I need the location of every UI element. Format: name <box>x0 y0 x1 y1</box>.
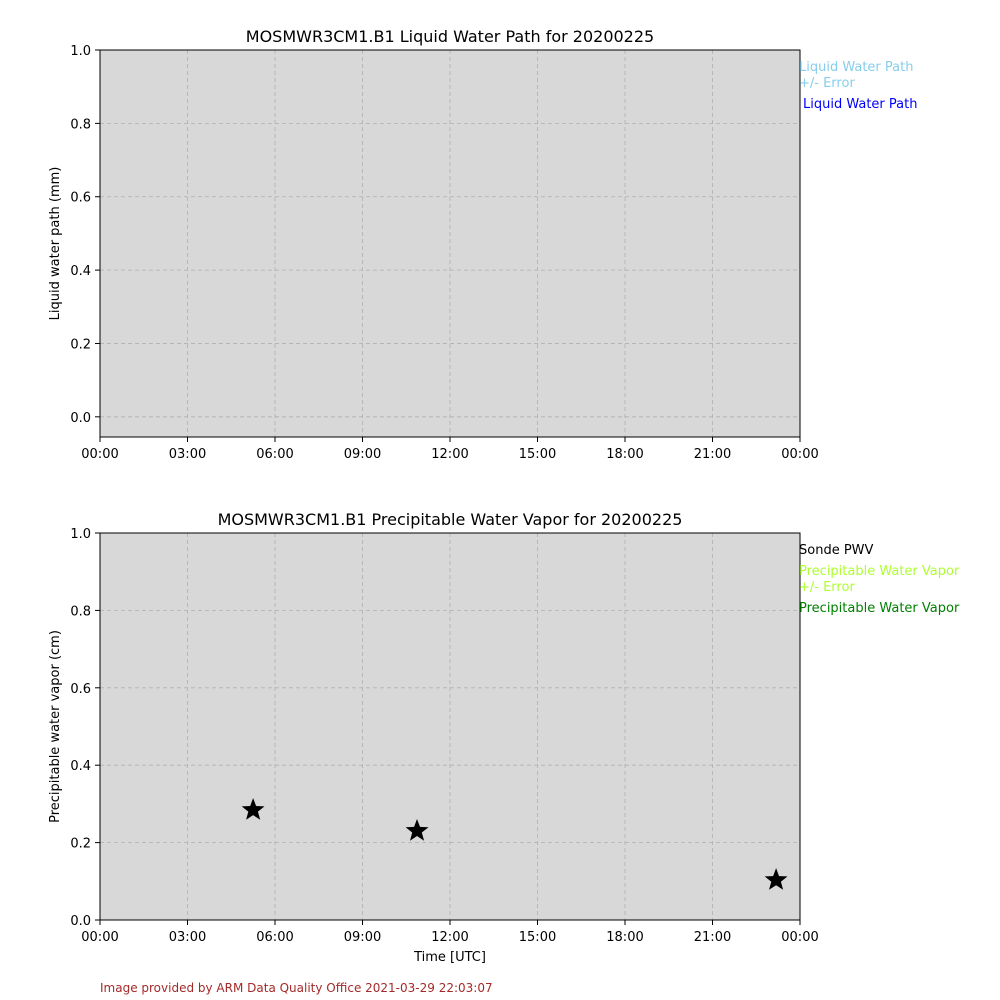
y-tick-label: 1.0 <box>70 527 91 542</box>
data-point-star <box>764 868 788 890</box>
x-tick-label: 21:00 <box>694 930 731 945</box>
x-tick-label: 09:00 <box>344 447 381 462</box>
chart-title: MOSMWR3CM1.B1 Liquid Water Path for 2020… <box>246 27 654 46</box>
y-axis-label: Liquid water path (mm) <box>48 167 63 321</box>
x-tick-label: 12:00 <box>431 447 468 462</box>
y-tick-label: 0.6 <box>70 191 91 206</box>
x-tick-label: 03:00 <box>169 447 206 462</box>
y-tick-label: 0.4 <box>70 264 91 279</box>
legend-entry: +/- Error <box>799 580 855 595</box>
x-tick-label: 12:00 <box>431 930 468 945</box>
legend-entry: Liquid Water Path <box>803 97 917 112</box>
x-tick-label: 21:00 <box>694 447 731 462</box>
footer-credit: Image provided by ARM Data Quality Offic… <box>100 981 493 995</box>
chart-panel-2: 00:00 03:00 06:00 09:00 12:00 15:00 18:00 21:00… <box>48 510 960 965</box>
y-tick-label: 0.6 <box>70 682 91 697</box>
x-tick-label: 03:00 <box>169 930 206 945</box>
x-tick-label: 00:00 <box>81 930 118 945</box>
x-tick-label: 15:00 <box>519 930 556 945</box>
data-point-star <box>241 798 265 820</box>
chart-panel-1: 00:00 03:00 06:00 09:00 12:00 15:00 18:00 21:00… <box>48 27 917 462</box>
legend-entry: +/- Error <box>799 76 855 91</box>
y-tick-label: 0.0 <box>70 411 91 426</box>
legend-entry: Liquid Water Path <box>799 60 913 75</box>
y-tick-label: 0.8 <box>70 117 91 132</box>
x-tick-label: 15:00 <box>519 447 556 462</box>
y-tick-label: 1.0 <box>70 44 91 59</box>
x-tick-label: 00:00 <box>781 447 818 462</box>
y-tick-label: 0.2 <box>70 837 91 852</box>
legend-entry: Precipitable Water Vapor <box>799 601 960 616</box>
x-tick-label: 06:00 <box>256 930 293 945</box>
data-point-star <box>405 819 429 841</box>
y-axis-label: Precipitable water vapor (cm) <box>48 630 63 823</box>
x-tick-label: 06:00 <box>256 447 293 462</box>
y-tick-label: 0.4 <box>70 759 91 774</box>
legend-entry: Precipitable Water Vapor <box>799 564 960 579</box>
x-tick-label: 18:00 <box>606 447 643 462</box>
x-tick-label: 00:00 <box>781 930 818 945</box>
y-tick-label: 0.0 <box>70 914 91 929</box>
x-tick-label: 09:00 <box>344 930 381 945</box>
x-tick-label: 18:00 <box>606 930 643 945</box>
x-axis-label: Time [UTC] <box>413 950 486 965</box>
y-tick-label: 0.2 <box>70 337 91 352</box>
chart-title: MOSMWR3CM1.B1 Precipitable Water Vapor f… <box>218 510 683 529</box>
legend-entry: Sonde PWV <box>799 543 874 558</box>
x-tick-label: 00:00 <box>81 447 118 462</box>
y-tick-label: 0.8 <box>70 604 91 619</box>
